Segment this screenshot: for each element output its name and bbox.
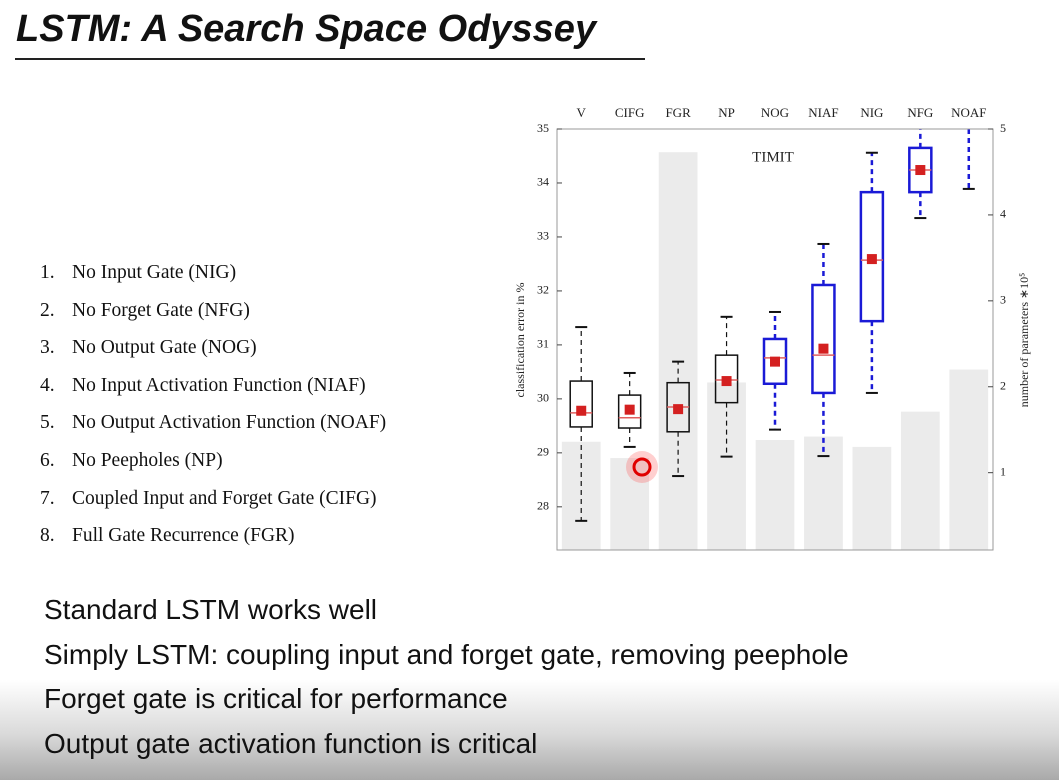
bullet: Forget gate is critical for performance <box>44 683 508 714</box>
bullet: Simply LSTM: coupling input and forget g… <box>44 638 849 670</box>
list-item: 3. No Output Gate (NOG) <box>40 337 386 375</box>
item-text: Coupled Input and Forget Gate (CIFG) <box>72 487 377 509</box>
mean <box>964 70 974 80</box>
mean <box>866 254 877 265</box>
item-number: 4. <box>40 374 55 396</box>
y2-tick-label: 1 <box>1000 464 1006 478</box>
x-tick-label: NIG <box>860 105 883 120</box>
method-list: 1. No Input Gate (NIG) 2. No Forget Gate (N… <box>40 262 386 563</box>
box <box>569 380 593 428</box>
chart: TIMIT classification error in % number o… <box>513 48 1031 551</box>
item-text: No Peepholes (NP) <box>72 449 223 471</box>
item-number: 3. <box>40 337 55 359</box>
mean <box>624 404 635 415</box>
bullet: Standard LSTM works well <box>44 594 378 625</box>
x-tick-label: NOAF <box>951 105 986 120</box>
parameter-bar <box>949 369 989 550</box>
mean <box>673 404 684 415</box>
x-tick-label: V <box>577 105 587 120</box>
item-text: No Forget Gate (NFG) <box>72 299 250 321</box>
y2-tick-label: 4 <box>1000 207 1006 221</box>
parameter-bar <box>755 440 795 550</box>
mean <box>576 405 587 416</box>
title-underline <box>15 58 645 60</box>
item-number: 7. <box>40 487 55 509</box>
y-tick-label: 35 <box>537 121 549 135</box>
item-text: No Input Activation Function (NIAF) <box>72 374 366 396</box>
chart-annotation: TIMIT <box>752 149 794 165</box>
y-tick-label: 33 <box>537 229 549 243</box>
box <box>859 190 885 323</box>
list-item: 2. No Forget Gate (NFG) <box>40 300 386 338</box>
x-tick-label: NOG <box>761 105 789 120</box>
parameter-bar <box>900 411 940 550</box>
y-tick-label: 28 <box>537 499 549 513</box>
box <box>958 48 980 102</box>
x-tick-label: FGR <box>665 105 691 120</box>
mean <box>770 356 780 367</box>
mean <box>915 165 926 176</box>
x-tick-label: CIFG <box>615 105 645 120</box>
bullet: Output gate activation function is criti… <box>44 727 538 759</box>
slide-title: LSTM: A Search Space Odyssey <box>16 8 597 50</box>
y-tick-label: 29 <box>537 445 549 459</box>
item-text: Full Gate Recurrence (FGR) <box>72 525 295 547</box>
y-tick-label: 30 <box>537 391 549 405</box>
x-tick-label: NFG <box>907 105 933 120</box>
x-tick-label: NIAF <box>808 105 838 120</box>
mean <box>818 343 829 354</box>
list-item: 6. No Peepholes (NP) <box>40 450 386 488</box>
list-item: 7. Coupled Input and Forget Gate (CIFG) <box>40 488 386 526</box>
box <box>714 354 739 404</box>
list-item: 5. No Output Activation Function (NOAF) <box>40 412 386 450</box>
y2-tick-label: 5 <box>1000 121 1006 135</box>
list-item: 4. No Input Activation Function (NIAF) <box>40 375 386 413</box>
plot-frame <box>556 128 994 551</box>
box <box>811 283 836 395</box>
item-number: 8. <box>40 525 55 547</box>
list-item: 1. No Input Gate (NIG) <box>40 262 386 300</box>
list-item: 8. Full Gate Recurrence (FGR) <box>40 525 386 563</box>
y2-axis-label: number of parameters ∗10⁵ <box>1017 273 1031 408</box>
plot-area <box>561 48 989 550</box>
x-tick-label: NP <box>718 105 735 120</box>
box <box>762 337 788 386</box>
item-number: 2. <box>40 299 55 321</box>
item-text: No Output Activation Function (NOAF) <box>72 412 387 434</box>
parameter-bar <box>707 382 746 550</box>
box <box>617 394 642 429</box>
item-number: 6. <box>40 449 55 471</box>
y-tick-label: 34 <box>537 175 549 189</box>
item-text: No Input Gate (NIG) <box>72 262 237 283</box>
parameter-bar <box>561 441 601 550</box>
item-text: No Output Gate (NOG) <box>72 337 257 359</box>
bullet-list: Standard LSTM works well Simply LSTM: cou… <box>44 594 849 772</box>
y2-tick-label: 2 <box>1000 379 1006 393</box>
parameter-bar <box>804 436 843 550</box>
parameter-bar <box>852 446 892 550</box>
y-tick-label: 31 <box>537 337 549 351</box>
y-tick-label: 32 <box>537 283 549 297</box>
parameter-bar <box>658 152 698 550</box>
parameter-bar <box>610 458 650 550</box>
item-number: 1. <box>40 262 55 283</box>
y-axis-label: classification error in % <box>513 283 527 398</box>
mean <box>721 376 732 387</box>
item-number: 5. <box>40 412 55 434</box>
y2-tick-label: 3 <box>1000 293 1006 307</box>
